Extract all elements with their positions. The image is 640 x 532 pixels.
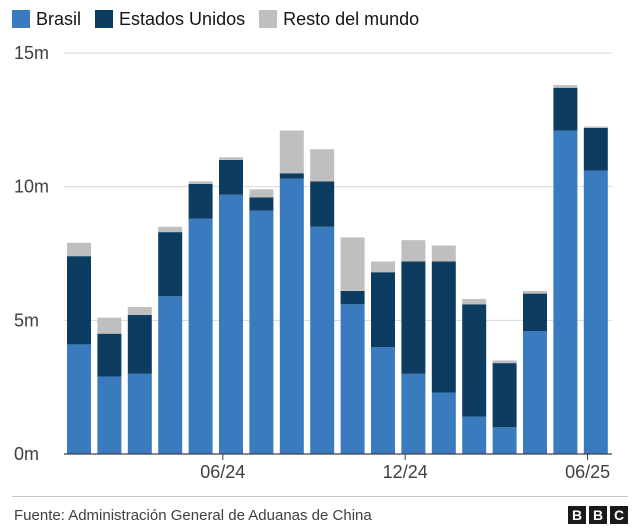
bar-segment-estados-unidos [67, 256, 91, 345]
legend-item-estados-unidos: Estados Unidos [95, 8, 245, 30]
bar-segment-brasil [583, 170, 608, 455]
chart-legend: Brasil Estados Unidos Resto del mundo [12, 8, 433, 30]
bbc-logo: B B C [568, 506, 628, 524]
legend-swatch-brasil [12, 10, 30, 28]
source-note: Fuente: Administración General de Aduana… [14, 507, 372, 524]
bar-segment-brasil [431, 392, 456, 454]
x-tick-label: 06/25 [565, 462, 610, 482]
bar-segment-resto [188, 181, 213, 184]
bar-segment-estados-unidos [97, 333, 122, 377]
bar-segment-brasil [523, 331, 547, 454]
legend-swatch-resto [259, 10, 278, 28]
bar-segment-brasil [401, 373, 426, 454]
bar-segment-estados-unidos [492, 363, 517, 428]
y-tick-label: 10m [14, 177, 49, 197]
bar-segment-brasil [279, 178, 304, 454]
bar-segment-resto [310, 149, 335, 182]
bar-segment-brasil [67, 344, 91, 454]
legend-label-estados-unidos: Estados Unidos [119, 9, 246, 29]
bar-segment-resto [462, 298, 487, 305]
bar-segment-estados-unidos [340, 290, 365, 305]
bar-segment-resto [371, 261, 395, 273]
bar-segment-brasil [219, 194, 243, 455]
bar-segment-brasil [310, 226, 335, 454]
bar-segment-brasil [249, 210, 274, 454]
bar-segment-brasil [97, 376, 122, 454]
bar-segment-brasil [127, 373, 152, 454]
bar-segment-brasil [492, 427, 517, 454]
bar-segment-resto [401, 240, 426, 262]
y-tick-label: 0m [14, 444, 39, 464]
bar-segment-estados-unidos [523, 293, 547, 332]
bar-segment-resto [158, 226, 183, 233]
x-tick-label: 06/24 [200, 462, 245, 482]
bar-segment-estados-unidos [127, 314, 152, 374]
bbc-logo-block-3: C [610, 506, 628, 524]
bar-segment-estados-unidos [219, 159, 243, 195]
bar-segment-resto [279, 130, 304, 174]
bar-segment-resto [67, 242, 91, 257]
bar-segment-resto [97, 317, 122, 334]
bbc-logo-block-2: B [589, 506, 607, 524]
bar-segment-resto [583, 126, 608, 128]
y-tick-label: 5m [14, 310, 39, 330]
legend-swatch-estados-unidos [95, 10, 114, 28]
bar-segment-estados-unidos [401, 261, 426, 374]
footer-divider [12, 496, 628, 497]
x-tick-label: 12/24 [383, 462, 428, 482]
bar-segment-brasil [553, 130, 578, 454]
legend-label-brasil: Brasil [36, 9, 82, 29]
bar-segment-estados-unidos [553, 87, 578, 131]
bar-segment-brasil [158, 296, 183, 454]
bbc-logo-block-1: B [568, 506, 586, 524]
bar-segment-resto [492, 360, 517, 364]
bar-segment-estados-unidos [431, 261, 456, 393]
bar-segment-resto [431, 245, 456, 262]
legend-label-resto: Resto del mundo [283, 9, 420, 29]
bar-segment-estados-unidos [188, 183, 213, 219]
legend-item-resto: Resto del mundo [259, 8, 419, 30]
bar-segment-estados-unidos [371, 272, 395, 348]
legend-item-brasil: Brasil [12, 8, 81, 30]
bar-segment-resto [127, 306, 152, 315]
bar-segment-estados-unidos [462, 304, 487, 417]
bar-segment-estados-unidos [158, 232, 183, 297]
bar-segment-brasil [188, 218, 213, 454]
bar-segment-resto [523, 290, 547, 294]
bar-segment-brasil [371, 347, 395, 454]
bar-segment-estados-unidos [249, 197, 274, 211]
bar-segment-resto [340, 237, 365, 291]
bar-segment-resto [219, 157, 243, 160]
bar-segment-brasil [340, 304, 365, 454]
bar-segment-brasil [462, 416, 487, 454]
bar-segment-resto [249, 189, 274, 198]
bar-segment-estados-unidos [583, 127, 608, 171]
bar-segment-estados-unidos [279, 173, 304, 179]
y-tick-label: 15m [14, 43, 49, 63]
bar-segment-resto [553, 85, 578, 88]
stacked-bar-chart: 0m 5m 10m 15m 06/24 12/24 06/25 [14, 43, 612, 482]
bar-segment-estados-unidos [310, 181, 335, 227]
